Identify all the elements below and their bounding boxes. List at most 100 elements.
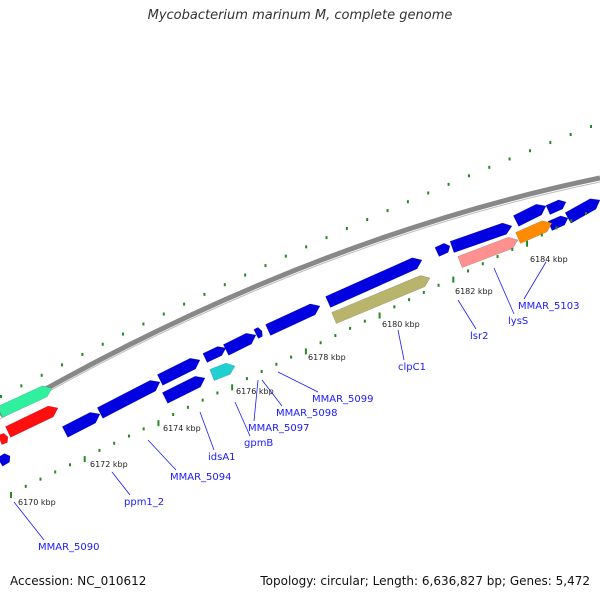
outer-dot (40, 373, 43, 377)
inner-tick (570, 219, 573, 223)
inner-tick (68, 463, 71, 467)
gene-arrow (5, 405, 59, 438)
gene-label: MMAR_5098 (276, 408, 338, 419)
inner-tick (201, 398, 204, 402)
inner-tick (540, 233, 543, 237)
leader-line (234, 401, 251, 437)
kbp-tick-label: 6174 kbp (163, 424, 201, 433)
gene-arrow (0, 453, 11, 467)
inner-tick (408, 298, 411, 302)
outer-dot (122, 332, 125, 336)
gene-arrow (545, 199, 567, 215)
inner-tick (157, 420, 160, 427)
gene-label: gpmB (244, 438, 273, 449)
outer-dot (61, 363, 64, 367)
inner-tick (422, 290, 425, 294)
outer-dot (162, 312, 165, 316)
outer-dot (366, 217, 369, 221)
outer-dot (284, 254, 287, 258)
inner-tick (142, 427, 145, 431)
accession-text: Accession: NC_010612 (10, 574, 147, 588)
gene-label: idsA1 (208, 452, 236, 463)
kbp-tick-label: 6180 kbp (382, 320, 420, 329)
kbp-tick-labels: 6170 kbp 6172 kbp 6174 kbp 6176 kbp 6178 kbp… (18, 255, 568, 507)
outer-dot (528, 149, 531, 153)
kbp-tick-label: 6170 kbp (18, 498, 56, 507)
inner-tick (319, 341, 322, 345)
leader-line (147, 439, 177, 471)
gene-arrow (0, 385, 53, 418)
gene-label: clpC1 (398, 362, 426, 373)
backbone-shadow (0, 181, 600, 420)
gene-label: MMAR_5094 (170, 472, 232, 483)
inner-tick (393, 305, 396, 309)
inner-tick (39, 477, 42, 481)
kbp-tick-label: 6182 kbp (455, 287, 493, 296)
leader-line (523, 261, 547, 300)
inner-tick (54, 470, 57, 474)
inner-tick (275, 362, 278, 366)
outer-dot (183, 302, 186, 306)
leader-line (253, 379, 259, 422)
gene-arrow (265, 303, 321, 336)
outer-dot (142, 322, 145, 326)
kbp-tick-label: 6184 kbp (530, 255, 568, 264)
leader-line (13, 501, 45, 541)
inner-tick (585, 212, 587, 215)
inner-tick (10, 492, 12, 498)
gene-label: ppm1_2 (124, 497, 164, 508)
inner-tick (304, 348, 307, 355)
inner-tick (526, 240, 529, 247)
kbp-tick-label: 6176 kbp (236, 387, 274, 396)
map-title: Mycobacterium marinum M, complete genome (147, 8, 453, 23)
gene-arrow (449, 222, 513, 253)
outer-dot (467, 174, 470, 178)
outer-dot (20, 384, 23, 388)
gene-arrow (202, 346, 227, 363)
outer-dot (488, 165, 491, 169)
inner-tick (216, 391, 219, 395)
inner-tick (481, 262, 484, 266)
gene-label: MMAR_5099 (312, 394, 374, 405)
gene-arrow (156, 357, 201, 386)
outer-dot (549, 141, 552, 145)
gene-arrow (512, 203, 547, 227)
outer-dot (345, 227, 348, 231)
inner-tick (496, 255, 499, 259)
inner-tick (260, 369, 263, 373)
leader-line (261, 379, 283, 407)
outer-dot (325, 236, 328, 240)
gene-arrow (161, 375, 206, 404)
gene-label: MMAR_5090 (38, 542, 100, 553)
gene-arrow (96, 380, 161, 419)
outer-dot (101, 342, 104, 346)
gene-arrow (564, 198, 600, 224)
gene-arrow (434, 242, 451, 257)
gene-arrow (253, 327, 263, 339)
gene-arrow (331, 275, 431, 324)
leader-line (457, 299, 477, 330)
genome-backbone (0, 175, 600, 420)
inner-tick (467, 269, 470, 273)
outer-dot (447, 182, 450, 186)
outer-dot (508, 157, 511, 161)
leader-line (397, 329, 405, 361)
inner-tick (83, 456, 86, 463)
gene-label: MMAR_5103 (518, 301, 580, 312)
outer-dot (590, 125, 592, 128)
gene-features (0, 198, 600, 467)
leader-line (493, 267, 515, 315)
inner-tick (511, 247, 514, 251)
kbp-tick-label: 6172 kbp (90, 460, 128, 469)
gene-arrow (222, 332, 257, 356)
outer-dot (386, 209, 389, 213)
inner-tick (113, 441, 116, 445)
outer-dot (81, 353, 84, 357)
outer-dot (427, 191, 430, 195)
inner-tick (186, 405, 189, 409)
gene-arrow (457, 236, 519, 268)
gene-arrow (209, 362, 236, 381)
label-leader-lines (13, 261, 547, 541)
inner-tick (172, 413, 175, 417)
